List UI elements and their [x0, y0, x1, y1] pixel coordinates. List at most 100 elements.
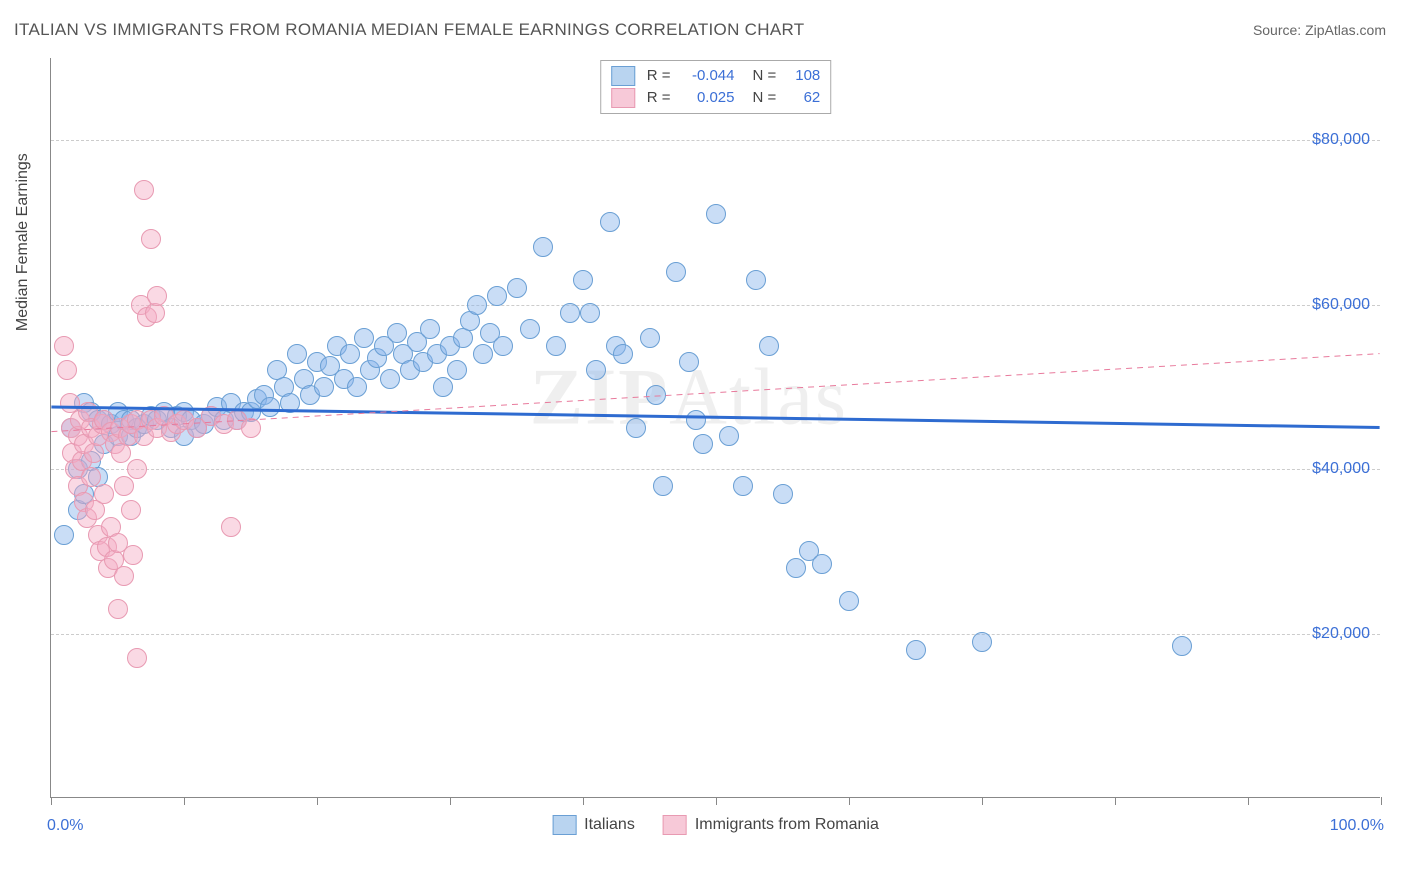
x-tick [1381, 797, 1382, 805]
legend-swatch [611, 66, 635, 86]
scatter-point [653, 476, 673, 496]
chart-title: ITALIAN VS IMMIGRANTS FROM ROMANIA MEDIA… [14, 20, 804, 40]
n-value: 62 [784, 87, 820, 109]
x-tick [583, 797, 584, 805]
scatter-point [487, 286, 507, 306]
scatter-point [260, 397, 280, 417]
legend-bottom: Italians Immigrants from Romania [552, 815, 879, 835]
x-tick [184, 797, 185, 805]
scatter-point [127, 459, 147, 479]
legend-swatch [552, 815, 576, 835]
scatter-point [733, 476, 753, 496]
scatter-point [493, 336, 513, 356]
scatter-point [719, 426, 739, 446]
scatter-point [679, 352, 699, 372]
legend-item: Italians [552, 815, 635, 835]
y-tick-label: $40,000 [1312, 460, 1370, 478]
scatter-point [626, 418, 646, 438]
source-label: Source: [1253, 22, 1301, 38]
legend-swatch [611, 88, 635, 108]
scatter-point [54, 336, 74, 356]
scatter-point [467, 295, 487, 315]
legend-stats-row: R = -0.044 N = 108 [611, 65, 821, 87]
scatter-point [773, 484, 793, 504]
gridline [51, 305, 1380, 306]
x-tick [982, 797, 983, 805]
n-value: 108 [784, 65, 820, 87]
scatter-point [586, 360, 606, 380]
x-tick [1115, 797, 1116, 805]
scatter-point [57, 360, 77, 380]
scatter-point [1172, 636, 1192, 656]
scatter-point [686, 410, 706, 430]
r-value: -0.044 [679, 65, 735, 87]
gridline [51, 140, 1380, 141]
legend-stats-row: R = 0.025 N = 62 [611, 87, 821, 109]
scatter-point [114, 476, 134, 496]
scatter-point [123, 545, 143, 565]
scatter-point [380, 369, 400, 389]
x-axis-max-label: 100.0% [1330, 817, 1384, 835]
scatter-point [906, 640, 926, 660]
gridline [51, 469, 1380, 470]
x-tick [1248, 797, 1249, 805]
scatter-point [433, 377, 453, 397]
scatter-point [533, 237, 553, 257]
x-tick [450, 797, 451, 805]
scatter-point [94, 484, 114, 504]
y-tick-label: $20,000 [1312, 625, 1370, 643]
x-tick [849, 797, 850, 805]
plot-area: ZIPAtlas R =-0.044N =108R =0.025N =62 It… [50, 58, 1380, 798]
y-axis-title: Median Female Earnings [14, 153, 32, 331]
scatter-point [387, 323, 407, 343]
scatter-point [280, 393, 300, 413]
scatter-point [972, 632, 992, 652]
source-value: ZipAtlas.com [1305, 22, 1386, 38]
scatter-point [839, 591, 859, 611]
r-value: 0.025 [679, 87, 735, 109]
legend-stats-box: R = -0.044 N = 108 R = 0.025 N = 62 [600, 60, 832, 114]
scatter-point [746, 270, 766, 290]
r-label: R = [647, 65, 671, 87]
scatter-point [546, 336, 566, 356]
source-attribution: Source: ZipAtlas.com [1253, 22, 1386, 38]
scatter-point [786, 558, 806, 578]
scatter-point [127, 648, 147, 668]
scatter-point [573, 270, 593, 290]
scatter-point [646, 385, 666, 405]
scatter-point [121, 500, 141, 520]
scatter-point [134, 180, 154, 200]
scatter-point [600, 212, 620, 232]
legend-label: Italians [584, 816, 635, 834]
scatter-point [613, 344, 633, 364]
r-label: R = [647, 87, 671, 109]
gridline [51, 634, 1380, 635]
scatter-point [287, 344, 307, 364]
legend-item: Immigrants from Romania [663, 815, 879, 835]
scatter-point [54, 525, 74, 545]
scatter-point [706, 204, 726, 224]
y-tick-label: $60,000 [1312, 296, 1370, 314]
x-tick [317, 797, 318, 805]
scatter-point [560, 303, 580, 323]
scatter-point [580, 303, 600, 323]
scatter-point [354, 328, 374, 348]
legend-label: Immigrants from Romania [695, 816, 879, 834]
scatter-point [108, 599, 128, 619]
x-tick [51, 797, 52, 805]
scatter-point [507, 278, 527, 298]
scatter-point [759, 336, 779, 356]
n-label: N = [753, 65, 777, 87]
scatter-point [693, 434, 713, 454]
scatter-point [347, 377, 367, 397]
y-tick-label: $80,000 [1312, 131, 1370, 149]
n-label: N = [753, 87, 777, 109]
scatter-point [447, 360, 467, 380]
legend-swatch [663, 815, 687, 835]
scatter-point [340, 344, 360, 364]
scatter-point [812, 554, 832, 574]
scatter-point [640, 328, 660, 348]
scatter-point [221, 517, 241, 537]
scatter-point [114, 566, 134, 586]
x-axis-min-label: 0.0% [47, 817, 83, 835]
